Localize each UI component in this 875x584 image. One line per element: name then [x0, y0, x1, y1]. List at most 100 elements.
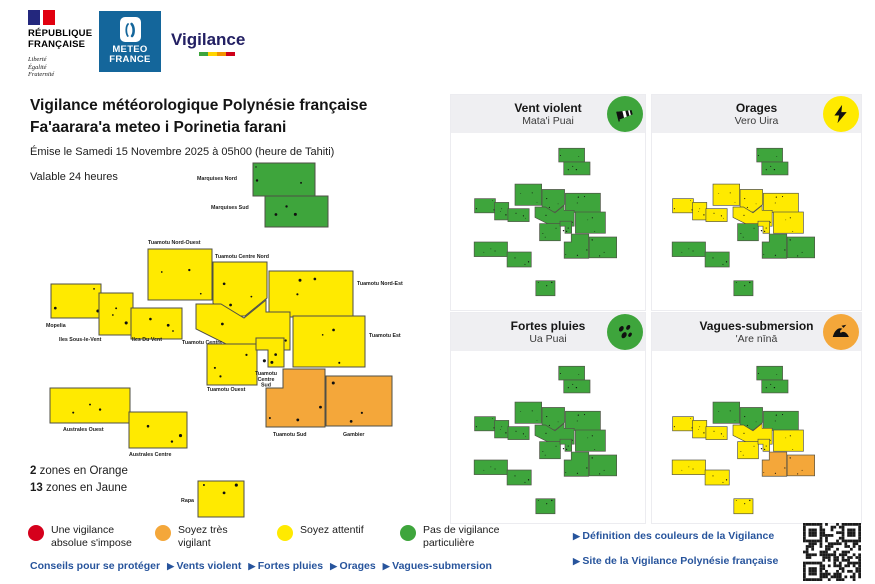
island-dot	[770, 165, 772, 167]
orages-zone-iles-du-vent	[705, 208, 728, 222]
legend-item-green: Pas de vigilance particulière	[400, 524, 528, 549]
island-dot	[763, 472, 765, 473]
island-dot	[749, 281, 751, 284]
vent-zone-marquises-sud	[563, 161, 591, 176]
qr-code-svg	[803, 523, 861, 581]
island-dot	[360, 411, 363, 414]
island-dot	[338, 361, 341, 364]
island-dot	[577, 196, 579, 198]
orange-dot-icon	[155, 525, 171, 541]
panel-title: Vent violent	[514, 100, 582, 115]
qr-code	[803, 523, 861, 581]
island-dot	[178, 434, 183, 438]
island-dot	[760, 230, 763, 232]
island-dot	[735, 281, 737, 283]
orages-zone-tuamotu-centre-sud	[757, 220, 770, 234]
panel-subtitle: Vero Uira	[734, 114, 779, 127]
island-dot	[522, 433, 524, 435]
island-dot	[723, 217, 724, 219]
island-dot	[284, 339, 287, 342]
island-dot	[514, 257, 516, 259]
vent-zone-iles-du-vent	[507, 208, 530, 222]
zone-iles-du-vent	[130, 307, 183, 340]
island-dot	[220, 322, 224, 326]
island-dot	[536, 202, 538, 204]
legend-item-red: Une vigilance absolue s'impose	[28, 524, 148, 549]
island-dot	[567, 445, 569, 447]
island-dot	[298, 278, 302, 282]
island-dot	[755, 203, 757, 205]
pluies-zone-marquises-sud	[563, 379, 591, 394]
island-dot	[781, 414, 784, 416]
orages-zone-tuamotu-ouest	[737, 223, 759, 242]
island-dot	[765, 227, 767, 229]
island-dot	[505, 432, 507, 434]
orange-count-line: 2 zones en Orange	[30, 463, 128, 480]
zone-australes-ouest	[49, 387, 131, 424]
island-dot	[567, 227, 569, 229]
island-dot	[673, 208, 675, 210]
meteo-france-wordmark: METEO FRANCE	[109, 45, 150, 65]
island-dot	[273, 337, 277, 341]
mini-map-svg-vagues	[671, 365, 816, 515]
island-dot	[551, 281, 553, 284]
island-dot	[599, 255, 601, 257]
island-dot	[255, 179, 259, 182]
link-site-de-la-vigilance-polyn-sie-fran-aise[interactable]: Site de la Vigilance Polynésie française	[573, 555, 778, 567]
vagues-zone-tuamotu-centre-sud	[757, 438, 770, 452]
island-dot	[565, 254, 567, 255]
island-dot	[546, 503, 548, 505]
island-dot	[537, 499, 539, 501]
link-vents-violent[interactable]: Vents violent	[167, 560, 241, 572]
island-dot	[520, 193, 522, 195]
link-fortes-pluies[interactable]: Fortes pluies	[248, 560, 323, 572]
vent-zone-rapa	[535, 280, 556, 297]
island-dot	[769, 439, 771, 441]
island-dot	[744, 503, 746, 505]
island-dot	[697, 429, 699, 430]
vent-zone-iles-sous-le-vent	[494, 202, 510, 221]
island-dot	[699, 426, 701, 428]
island-dot	[93, 287, 95, 290]
legend-item-yellow: Soyez attentif	[277, 524, 369, 541]
island-dot	[72, 411, 75, 414]
vent-zone-tuamotu-ouest	[539, 223, 561, 242]
island-dot	[688, 248, 690, 250]
island-dot	[575, 169, 578, 171]
vigilance-bar-segment	[217, 52, 226, 56]
vagues-zone-tuamotu-nord-ouest	[712, 401, 740, 424]
island-dot	[542, 233, 544, 235]
island-dot	[765, 387, 767, 389]
island-dot	[229, 303, 232, 307]
zone-label-tuamotu-nord-est: Tuamotu Nord-Est	[357, 281, 403, 287]
island-dot	[776, 156, 778, 157]
vagues-zone-iles-sous-le-vent	[692, 420, 708, 439]
link-vagues-submersion[interactable]: Vagues-submersion	[383, 560, 492, 572]
island-dot	[545, 214, 547, 216]
lightning-icon	[823, 96, 859, 132]
island-dot	[755, 421, 757, 423]
island-dot	[572, 383, 574, 385]
zone-tuamotu-nord-est	[268, 270, 354, 318]
island-dot	[300, 181, 302, 184]
red-dot-icon	[28, 525, 44, 541]
link-orages[interactable]: Orages	[330, 560, 376, 572]
island-dot	[763, 230, 766, 232]
island-dot	[494, 250, 496, 252]
island-dot	[797, 473, 799, 475]
zone-label-marquises-nord: Marquises Nord	[197, 176, 237, 182]
conseils-label: Conseils pour se protéger	[30, 560, 161, 572]
island-dot	[673, 426, 675, 428]
panel-subtitle: 'Are nīnā	[735, 332, 778, 345]
vent-zone-gambier	[588, 236, 617, 259]
island-dot	[587, 219, 589, 221]
island-dot	[781, 196, 784, 198]
island-dot	[757, 155, 759, 157]
island-dot	[587, 437, 589, 439]
island-dot	[699, 208, 701, 210]
zone-tuamotu-nord-ouest	[147, 248, 213, 301]
link-d-finition-des-couleurs-de-la-vigilance[interactable]: Définition des couleurs de la Vigilance	[573, 530, 778, 542]
island-dot	[785, 219, 787, 221]
zone-label-mopelia: Mopelia	[46, 323, 66, 329]
island-dot	[475, 208, 477, 210]
